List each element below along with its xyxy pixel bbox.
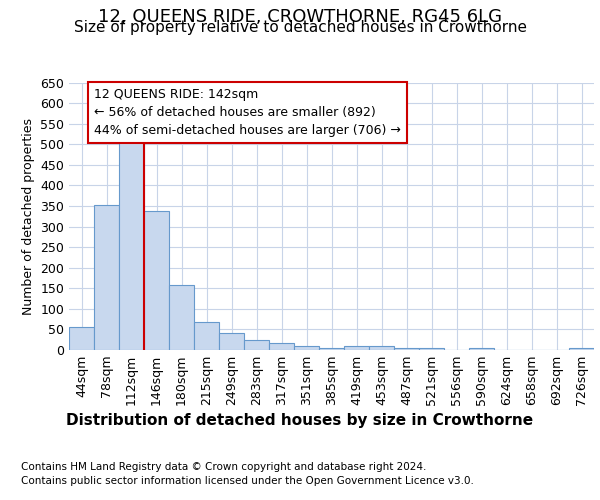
Bar — [269, 344, 294, 350]
Bar — [344, 346, 369, 350]
Bar — [469, 348, 494, 350]
Bar — [119, 128, 144, 350]
Bar — [194, 322, 219, 350]
Bar — [419, 348, 444, 350]
Bar — [144, 211, 169, 350]
Bar — [219, 332, 244, 350]
Bar — [369, 346, 394, 350]
Text: 12, QUEENS RIDE, CROWTHORNE, RG45 6LG: 12, QUEENS RIDE, CROWTHORNE, RG45 6LG — [98, 8, 502, 26]
Y-axis label: Number of detached properties: Number of detached properties — [22, 118, 35, 315]
Text: Distribution of detached houses by size in Crowthorne: Distribution of detached houses by size … — [67, 412, 533, 428]
Bar — [319, 348, 344, 350]
Bar — [94, 205, 119, 350]
Text: Size of property relative to detached houses in Crowthorne: Size of property relative to detached ho… — [74, 20, 527, 35]
Text: Contains public sector information licensed under the Open Government Licence v3: Contains public sector information licen… — [21, 476, 474, 486]
Bar — [69, 326, 94, 350]
Bar — [169, 286, 194, 350]
Bar — [244, 340, 269, 350]
Bar — [569, 348, 594, 350]
Text: Contains HM Land Registry data © Crown copyright and database right 2024.: Contains HM Land Registry data © Crown c… — [21, 462, 427, 472]
Bar — [294, 346, 319, 350]
Text: 12 QUEENS RIDE: 142sqm
← 56% of detached houses are smaller (892)
44% of semi-de: 12 QUEENS RIDE: 142sqm ← 56% of detached… — [94, 88, 401, 137]
Bar — [394, 348, 419, 350]
